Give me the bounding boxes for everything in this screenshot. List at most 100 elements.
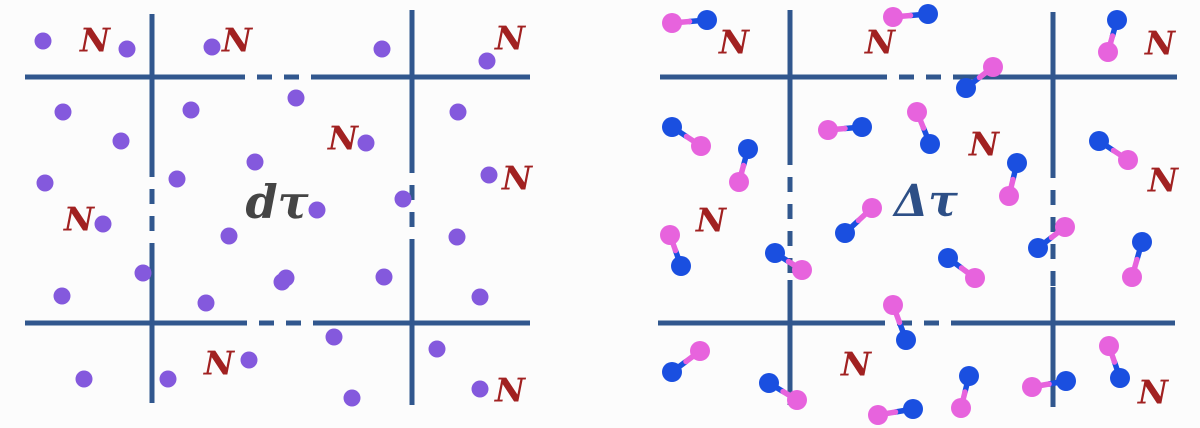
dimer — [1028, 217, 1075, 258]
monomer-dot — [373, 40, 391, 58]
monomer-dot — [53, 287, 71, 305]
dimer-pink-end — [1122, 267, 1142, 287]
dimer-pink-end — [660, 225, 680, 245]
particle-count-label: N — [718, 22, 750, 62]
monomer-dot — [134, 264, 152, 282]
monomer-dot — [357, 134, 375, 152]
dimer-blue-end — [852, 117, 872, 137]
monomer-dot — [75, 370, 93, 388]
dimer-blue-end — [959, 366, 979, 386]
dimer — [662, 117, 711, 156]
particle-count-label: N — [864, 22, 896, 62]
dimer-pink-end — [1098, 42, 1118, 62]
dimer-pink-end — [729, 172, 749, 192]
dimer-pink-end — [690, 341, 710, 361]
monomer-dot — [325, 328, 343, 346]
dimer — [759, 373, 807, 410]
dimer-blue-end — [1107, 10, 1127, 30]
dimer — [662, 10, 717, 33]
dimer — [907, 102, 940, 154]
dimer-pink-end — [883, 295, 903, 315]
dimer-pink-end — [907, 102, 927, 122]
particle-count-label: N — [968, 124, 1000, 164]
monomer-dot — [34, 32, 52, 50]
monomer-dot — [197, 294, 215, 312]
monomer-dot — [480, 166, 498, 184]
monomer-dot — [428, 340, 446, 358]
dimer — [765, 243, 812, 280]
monomer-dot — [471, 288, 489, 306]
dimer-pink-end — [862, 198, 882, 218]
dimer-blue-end — [956, 78, 976, 98]
particle-count-label: N — [1147, 160, 1179, 200]
dimer — [956, 57, 1003, 98]
dimer-pink-end — [787, 390, 807, 410]
dimer-pink-end — [818, 120, 838, 140]
dimer-pink-end — [691, 136, 711, 156]
monomer-dot — [449, 103, 467, 121]
dimer-pink-end — [983, 57, 1003, 77]
dimer — [660, 225, 691, 276]
particle-count-label: N — [494, 18, 526, 58]
dimer — [951, 366, 979, 418]
monomer-dot — [394, 190, 412, 208]
time-step-label-right: Δτ — [894, 176, 958, 227]
monomer-dot — [246, 153, 264, 171]
monomer-dot — [375, 268, 393, 286]
monomer-dot — [159, 370, 177, 388]
monomer-dot — [182, 101, 200, 119]
dimer — [999, 153, 1027, 206]
dimer-blue-end — [1056, 371, 1076, 391]
particle-count-label: N — [840, 344, 872, 384]
particle-count-label: N — [203, 343, 235, 383]
dimer — [835, 198, 882, 243]
particle-count-label: N — [79, 20, 111, 60]
monomer-dot — [308, 201, 326, 219]
dimer-pink-end — [1099, 336, 1119, 356]
particle-count-label: N — [695, 200, 727, 240]
monomer-dot — [54, 103, 72, 121]
dimer-blue-end — [835, 223, 855, 243]
dimer-pink-end — [951, 398, 971, 418]
dimer-pink-end — [1118, 150, 1138, 170]
dimer-blue-end — [1028, 238, 1048, 258]
dimer — [1089, 131, 1138, 170]
monomer-dot — [448, 228, 466, 246]
dimer-blue-end — [1132, 232, 1152, 252]
dimer-pink-end — [792, 260, 812, 280]
dimer-pink-end — [1022, 377, 1042, 397]
monomer-dot — [220, 227, 238, 245]
dimer-pink-end — [1055, 217, 1075, 237]
dimer-pink-end — [965, 268, 985, 288]
monomer-dot — [287, 89, 305, 107]
dimer-blue-end — [1007, 153, 1027, 173]
dimer-blue-end — [918, 4, 938, 24]
monomer-dot — [203, 38, 221, 56]
dimer-blue-end — [1089, 131, 1109, 151]
particle-count-label: N — [501, 158, 533, 198]
dimer — [1022, 371, 1076, 397]
dimer-blue-end — [903, 399, 923, 419]
dimer — [662, 341, 710, 382]
monomer-dot — [478, 52, 496, 70]
dimer — [868, 399, 923, 425]
monomer-dot — [343, 389, 361, 407]
dimer-blue-end — [662, 117, 682, 137]
dimer-pink-end — [883, 7, 903, 27]
dimer — [883, 295, 916, 350]
dimer-blue-end — [896, 330, 916, 350]
dimer — [883, 4, 938, 27]
monomer-dot — [94, 215, 112, 233]
dimer — [1098, 10, 1127, 62]
dimer — [1099, 336, 1130, 388]
dimer — [1122, 232, 1152, 287]
time-step-label-left: dτ — [245, 175, 309, 229]
dimer-blue-end — [1110, 368, 1130, 388]
monomer-dot — [240, 351, 258, 369]
dimer-blue-end — [697, 10, 717, 30]
monomer-dot — [273, 273, 291, 291]
particle-count-label: N — [1144, 23, 1176, 63]
dimer-blue-end — [759, 373, 779, 393]
